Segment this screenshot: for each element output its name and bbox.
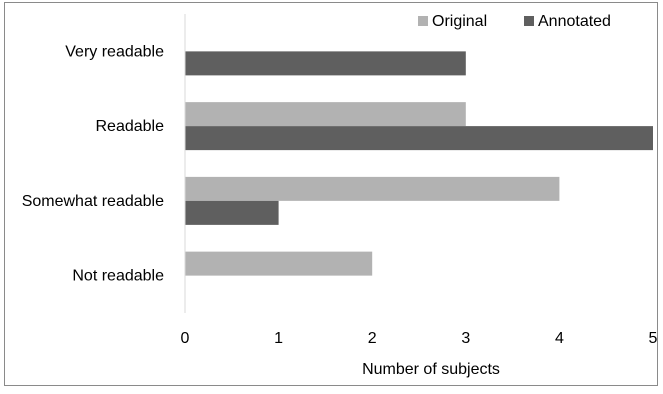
legend-swatch-original: [418, 16, 428, 26]
x-tick-label-2: 2: [368, 330, 377, 347]
legend-item-original: Original: [418, 13, 487, 30]
category-label-not-readable: Not readable: [72, 268, 164, 285]
legend-swatch-annotated: [524, 16, 534, 26]
bar-original-somewhat-readable: [185, 176, 560, 201]
category-label-very-readable: Very readable: [65, 43, 164, 60]
bar-annotated-readable: [185, 126, 653, 151]
category-label-readable: Readable: [96, 118, 165, 135]
x-axis-title: Number of subjects: [362, 361, 500, 378]
bar-annotated-somewhat-readable: [185, 200, 279, 225]
x-tick-labels: 0 1 2 3 4 5: [181, 330, 658, 347]
category-labels: Very readable Readable Somewhat readable No…: [22, 43, 164, 284]
x-tick-label-3: 3: [461, 330, 470, 347]
category-label-somewhat-readable: Somewhat readable: [22, 193, 164, 210]
x-tick-label-4: 4: [555, 330, 564, 347]
legend-label-original: Original: [432, 13, 487, 30]
bars: [185, 51, 653, 276]
legend: Original Annotated: [418, 13, 611, 30]
bar-annotated-very-readable: [185, 51, 466, 76]
x-tick-label-1: 1: [274, 330, 283, 347]
x-tick-label-5: 5: [649, 330, 658, 347]
bar-original-readable: [185, 102, 466, 127]
legend-item-annotated: Annotated: [524, 13, 611, 30]
bar-original-not-readable: [185, 251, 373, 276]
legend-label-annotated: Annotated: [538, 13, 611, 30]
x-tick-label-0: 0: [181, 330, 190, 347]
